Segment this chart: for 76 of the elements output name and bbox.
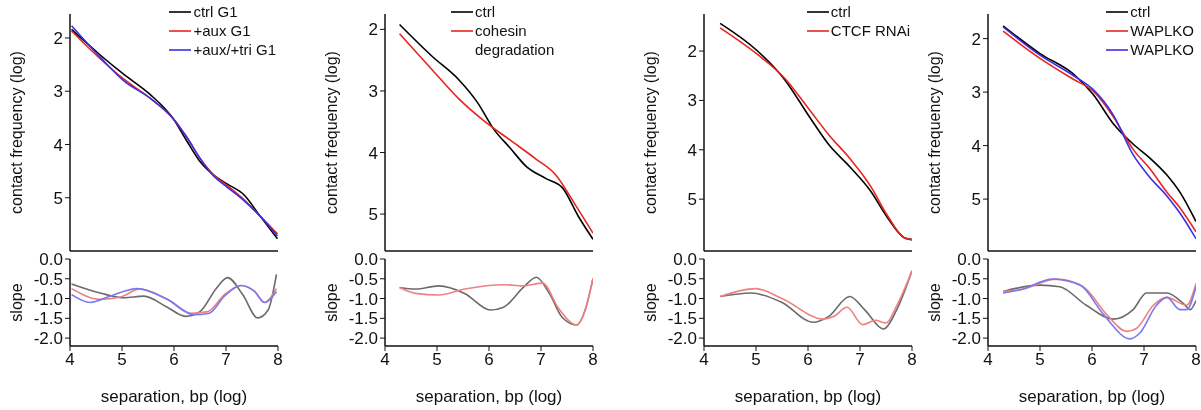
y-tick-label: 3	[53, 82, 63, 102]
y-tick-label: -2.0	[348, 329, 378, 349]
x-tick-label: 8	[1191, 350, 1201, 370]
y-tick-label: -1.0	[33, 289, 63, 309]
y-tick-label: 0.0	[957, 250, 981, 270]
y-tick-label: -0.5	[33, 269, 63, 289]
y-tick-label: -2.0	[33, 329, 63, 349]
y-axis-title: contact frequency (log)	[323, 51, 340, 214]
y-tick-label: 3	[971, 83, 981, 103]
x-tick-label: 5	[1035, 350, 1045, 370]
y-tick-label: 0.0	[673, 250, 697, 270]
y-tick-label: 0.0	[39, 250, 63, 270]
y-tick-label: 4	[53, 135, 63, 155]
y-tick-label: 2	[971, 29, 981, 49]
y-tick-label: 4	[687, 140, 697, 160]
y-tick-label: -1.5	[348, 309, 378, 329]
legend-label: CTCF RNAi	[830, 21, 910, 40]
y-tick-label: 5	[687, 190, 697, 210]
line-series	[1002, 284, 1196, 320]
legend-label: WAPLKO	[1130, 40, 1194, 59]
legend-label: +aux G1	[193, 21, 251, 40]
legend-label: +aux/+tri G1	[193, 40, 276, 59]
legend-label: ctrl	[830, 2, 851, 21]
y-tick-label: 3	[368, 81, 378, 101]
x-tick-label: 8	[907, 350, 917, 370]
y-tick-label: -0.5	[951, 269, 981, 289]
x-tick-label: 6	[1087, 350, 1097, 370]
x-axis-title: separation, bp (log)	[734, 387, 882, 406]
y-tick-label: -1.0	[348, 289, 378, 309]
legend-label: ctrl	[475, 2, 495, 21]
x-axis-title: separation, bp (log)	[100, 387, 248, 406]
y-tick-label: 2	[368, 20, 378, 40]
x-tick-label: 6	[803, 350, 813, 370]
y-axis-title: contact frequency (log)	[642, 51, 659, 214]
y-axis-title: slope	[642, 283, 659, 322]
x-tick-label: 8	[273, 350, 283, 370]
y-tick-label: -0.5	[667, 269, 697, 289]
y-tick-label: -1.5	[951, 309, 981, 329]
y-axis-title: contact frequency (log)	[926, 51, 943, 214]
y-tick-label: -2.0	[951, 329, 981, 349]
legend-label: cohesin degradation	[475, 21, 556, 59]
y-tick-label: -1.0	[951, 289, 981, 309]
y-tick-label: -0.5	[348, 269, 378, 289]
y-tick-label: -1.5	[33, 309, 63, 329]
x-tick-label: 5	[751, 350, 761, 370]
y-tick-label: 2	[53, 29, 63, 48]
x-tick-label: 6	[169, 350, 179, 370]
legend-label: ctrl G1	[193, 2, 238, 21]
y-tick-label: 2	[687, 42, 697, 62]
x-tick-label: 6	[484, 350, 494, 370]
x-tick-label: 7	[536, 350, 546, 370]
x-axis-title: separation, bp (log)	[415, 387, 563, 406]
x-tick-label: 5	[117, 350, 127, 370]
y-tick-label: 4	[368, 143, 378, 163]
y-tick-label: 0.0	[354, 250, 378, 270]
y-tick-label: 5	[53, 188, 63, 208]
y-axis-title: slope	[8, 283, 25, 322]
y-tick-label: 4	[971, 136, 981, 156]
x-tick-label: 7	[1139, 350, 1149, 370]
line-series	[70, 273, 278, 319]
y-axis-title: slope	[323, 283, 340, 322]
x-tick-label: 7	[855, 350, 865, 370]
x-tick-label: 5	[432, 350, 442, 370]
y-tick-label: 5	[368, 205, 378, 225]
y-tick-label: -1.5	[667, 309, 697, 329]
y-tick-label: 3	[687, 91, 697, 111]
legend-label: WAPLKO	[1130, 21, 1194, 40]
x-tick-label: 8	[588, 350, 598, 370]
legend-label: ctrl	[1130, 2, 1151, 21]
y-tick-label: -1.0	[667, 289, 697, 309]
x-axis-title: separation, bp (log)	[1018, 387, 1166, 406]
y-axis-title: slope	[926, 283, 943, 322]
y-tick-label: 5	[971, 190, 981, 210]
y-tick-label: -2.0	[667, 329, 697, 349]
x-tick-label: 7	[221, 350, 231, 370]
y-axis-title: contact frequency (log)	[8, 51, 25, 214]
